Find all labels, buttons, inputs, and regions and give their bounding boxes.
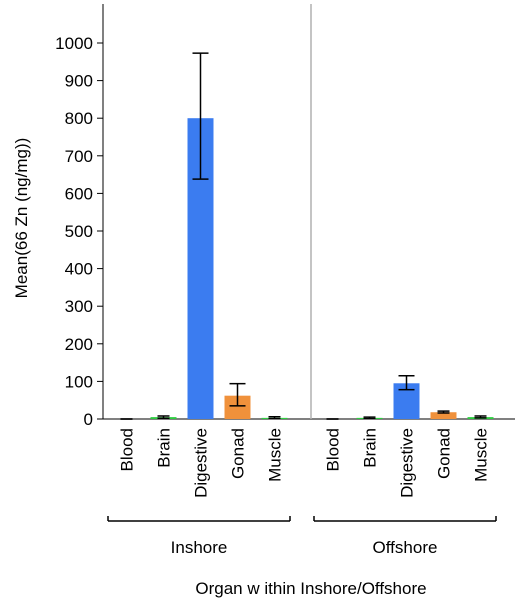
x-tick-label-blood: Blood bbox=[118, 428, 137, 471]
x-axis-title: Organ w ithin Inshore/Offshore bbox=[195, 579, 426, 598]
y-tick-label: 100 bbox=[65, 372, 93, 391]
y-tick-label: 300 bbox=[65, 297, 93, 316]
y-tick-label: 700 bbox=[65, 147, 93, 166]
chart-labels: 0 100 200 300 400 500 600 700 800 900 1000 Blood Bra… bbox=[55, 34, 490, 557]
y-axis-title: Mean(66 Zn (ng/mg)) bbox=[12, 138, 31, 299]
y-tick-label: 800 bbox=[65, 109, 93, 128]
y-tick-label: 1000 bbox=[55, 34, 93, 53]
x-tick-label-blood: Blood bbox=[324, 428, 343, 471]
x-tick-label-muscle: Muscle bbox=[472, 428, 491, 482]
x-tick-label-digestive: Digestive bbox=[398, 428, 417, 498]
chart-bars bbox=[120, 52, 494, 420]
x-tick-label-gonad: Gonad bbox=[229, 428, 248, 479]
x-tick-label-muscle: Muscle bbox=[266, 428, 285, 482]
x-tick-label-gonad: Gonad bbox=[435, 428, 454, 479]
x-tick-label-brain: Brain bbox=[361, 428, 380, 468]
bar-inshore-gonad bbox=[224, 395, 251, 419]
bar-offshore-gonad bbox=[430, 412, 457, 419]
group-label-inshore: Inshore bbox=[171, 538, 228, 557]
y-tick-label: 400 bbox=[65, 260, 93, 279]
y-tick-label: 200 bbox=[65, 335, 93, 354]
group-label-offshore: Offshore bbox=[373, 538, 438, 557]
x-tick-label-digestive: Digestive bbox=[192, 428, 211, 498]
y-tick-label: 0 bbox=[84, 410, 93, 429]
y-tick-label: 500 bbox=[65, 222, 93, 241]
x-tick-label-brain: Brain bbox=[155, 428, 174, 468]
y-tick-label: 600 bbox=[65, 184, 93, 203]
y-tick-label: 900 bbox=[65, 72, 93, 91]
